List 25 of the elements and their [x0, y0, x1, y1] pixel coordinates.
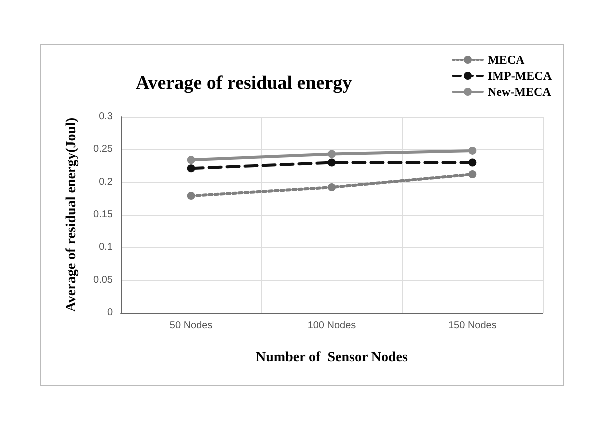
point — [468, 146, 477, 155]
y-tick-label: 0.05 — [94, 274, 114, 286]
x-tick-label: 50 Nodes — [170, 320, 213, 332]
point — [187, 164, 196, 173]
legend-label: IMP-MECA — [488, 69, 552, 83]
x-tick-label: 100 Nodes — [308, 320, 356, 332]
chart-title: Average of residual energy — [136, 73, 353, 94]
x-axis-title: Number of Sensor Nodes — [256, 350, 409, 366]
point — [187, 156, 196, 164]
point — [328, 184, 336, 192]
point — [328, 150, 336, 158]
point — [468, 170, 477, 178]
point — [187, 192, 196, 200]
y-tick-label: 0.1 — [99, 242, 114, 254]
point — [468, 158, 477, 167]
y-tick-label: 0.15 — [94, 210, 114, 220]
y-tick-label: 0.25 — [94, 144, 114, 156]
y-tick-label: 0 — [107, 308, 114, 318]
legend-label: MECA — [488, 53, 526, 67]
y-tick-label: 0.3 — [99, 112, 114, 122]
y-tick-label: 0.2 — [99, 176, 114, 188]
x-tick-label: 150 Nodes — [448, 320, 497, 332]
legend-label: New-MECA — [488, 85, 552, 99]
point — [328, 158, 336, 167]
y-axis-title: Average of residual energy(Joul) — [64, 118, 80, 312]
